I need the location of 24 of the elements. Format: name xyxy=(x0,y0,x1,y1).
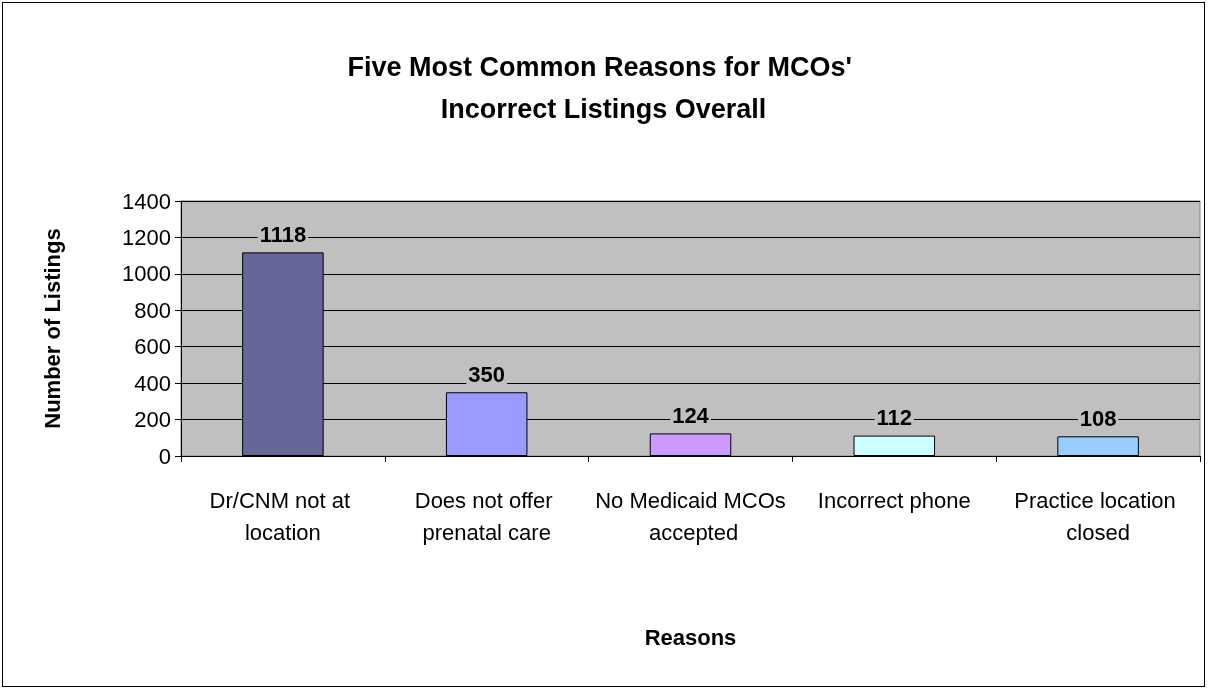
data-label: 1118 xyxy=(259,221,307,247)
y-tick-label: 1400 xyxy=(122,188,171,214)
data-label: 350 xyxy=(468,361,506,387)
y-tick-label: 600 xyxy=(134,334,171,360)
data-label: 124 xyxy=(672,402,710,428)
bar xyxy=(649,433,732,456)
y-tick-label: 800 xyxy=(134,297,171,323)
y-tick-label: 400 xyxy=(134,370,171,396)
y-tick-label: 200 xyxy=(134,407,171,433)
x-tick-label: No Medicaid MCOs accepted xyxy=(595,487,786,545)
x-tick-label: Incorrect phone xyxy=(817,487,971,513)
x-axis-title: Reasons xyxy=(644,624,737,650)
bar xyxy=(853,435,936,456)
bar xyxy=(1057,436,1139,456)
y-axis-title: Number of Listings xyxy=(39,228,65,429)
x-tick-label: Practice location closed xyxy=(1014,487,1182,545)
chart-title: Five Most Common Reasons for MCOs' Incorrect Listings Overall xyxy=(347,52,860,124)
y-tick-label: 0 xyxy=(158,443,171,469)
y-tick-label: 1200 xyxy=(122,224,171,250)
data-label: 112 xyxy=(876,405,913,431)
x-tick-label: Does not offer prenatal care xyxy=(414,487,559,545)
y-tick-label: 1000 xyxy=(122,261,171,287)
x-tick-label: Dr/CNM not at location xyxy=(209,487,357,545)
data-label: 108 xyxy=(1079,405,1117,431)
